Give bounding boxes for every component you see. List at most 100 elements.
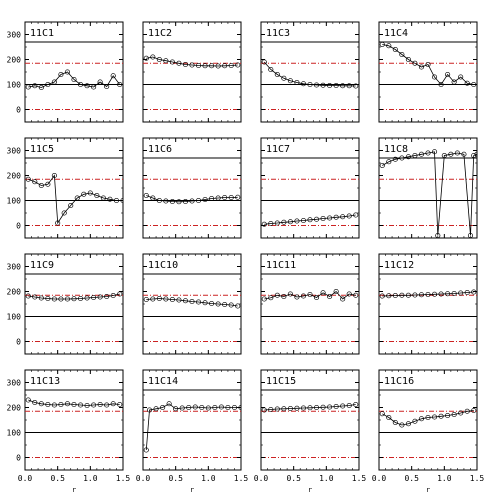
data-point: [313, 216, 320, 222]
data-point: [238, 404, 241, 411]
data-point: [333, 403, 339, 410]
panel-11c16: 11C16 0.0 0.5 1.0 1.5 r: [372, 369, 484, 494]
data-point: [399, 422, 405, 428]
data-point: [287, 291, 293, 297]
tick-marks: [260, 253, 360, 355]
data-point: [182, 198, 189, 205]
data-point: [340, 214, 346, 220]
data-point: [405, 154, 411, 160]
data-point: [438, 413, 444, 419]
data-point: [392, 46, 398, 53]
y-tick-label: 100: [7, 81, 22, 90]
x-tick-label: 0.5: [168, 474, 183, 483]
data-point: [274, 292, 280, 298]
data-point: [117, 81, 123, 88]
data-point: [120, 197, 123, 204]
series-11c15: [261, 401, 359, 413]
data-point: [71, 401, 77, 408]
data-point: [235, 194, 241, 200]
data-point: [68, 202, 74, 209]
x-tick-label: 1.0: [201, 474, 216, 483]
data-point: [471, 81, 477, 88]
panel-label: 11C6: [148, 144, 172, 155]
data-point: [327, 82, 333, 89]
data-point: [150, 54, 156, 60]
data-point: [77, 295, 84, 302]
data-point: [281, 406, 287, 412]
data-point: [399, 51, 405, 58]
tick-marks: [142, 137, 242, 239]
data-point: [392, 292, 398, 299]
x-tick-label: 1.0: [437, 474, 452, 483]
panel-11c15: 11C15 0.0 0.5 1.0 1.5 r: [254, 369, 367, 494]
data-point: [464, 289, 470, 296]
panel-11c4: 11C4: [378, 21, 478, 123]
data-point: [182, 61, 189, 68]
panel-label: 11C9: [30, 260, 54, 271]
data-point: [163, 296, 169, 302]
data-point: [176, 199, 182, 205]
data-point: [113, 197, 120, 204]
data-point: [51, 172, 57, 179]
data-point: [156, 295, 162, 302]
x-tick-label: 1.0: [319, 474, 334, 483]
tick-marks: [24, 21, 124, 123]
data-point: [346, 402, 352, 409]
data-point: [294, 218, 300, 224]
panel-frame: [24, 21, 124, 123]
panel-frame: [24, 369, 124, 471]
data-point: [189, 198, 195, 204]
panel-label: 11C12: [384, 260, 414, 271]
data-point: [45, 401, 51, 408]
data-point: [71, 76, 77, 83]
data-point: [143, 192, 149, 199]
series-11c4: [379, 41, 477, 88]
data-point: [445, 71, 451, 78]
data-point: [274, 406, 280, 412]
data-point: [405, 292, 411, 298]
data-point: [192, 404, 198, 410]
data-point: [117, 291, 123, 297]
data-point: [281, 293, 287, 300]
x-tick-label: 0.0: [18, 474, 33, 483]
data-point: [163, 58, 169, 64]
data-point: [268, 406, 274, 413]
x-tick-label: 1.5: [234, 474, 249, 483]
data-point: [110, 292, 116, 299]
panel-11c14: 11C14 0.0 0.5 1.0 1.5 r: [136, 369, 249, 494]
data-point: [97, 294, 103, 300]
data-point: [425, 414, 431, 421]
data-point: [379, 411, 385, 417]
data-point: [261, 221, 267, 227]
data-point: [176, 60, 182, 66]
data-point: [179, 405, 185, 411]
data-point: [189, 298, 195, 305]
data-point: [268, 295, 274, 301]
series-11c8: [379, 149, 477, 238]
data-point: [471, 289, 477, 295]
data-point: [425, 291, 431, 298]
data-point: [464, 408, 470, 414]
data-point: [55, 220, 61, 226]
data-point: [418, 292, 425, 298]
data-point: [32, 179, 38, 185]
data-point: [451, 411, 457, 418]
data-point: [399, 155, 405, 161]
x-tick-label: 1.5: [352, 474, 367, 483]
data-point: [228, 194, 234, 201]
data-point: [274, 71, 280, 78]
y-tick-label: 200: [7, 56, 22, 65]
data-point: [104, 83, 110, 90]
data-point: [150, 195, 156, 201]
data-point: [379, 41, 385, 48]
tick-marks: [24, 253, 124, 355]
data-point: [294, 294, 300, 300]
x-axis-label: r: [72, 486, 76, 494]
data-point: [346, 213, 352, 219]
data-point: [84, 295, 90, 301]
data-point: [412, 418, 418, 424]
data-point: [195, 299, 202, 305]
series-11c6: [143, 192, 241, 205]
data-point: [202, 63, 208, 69]
